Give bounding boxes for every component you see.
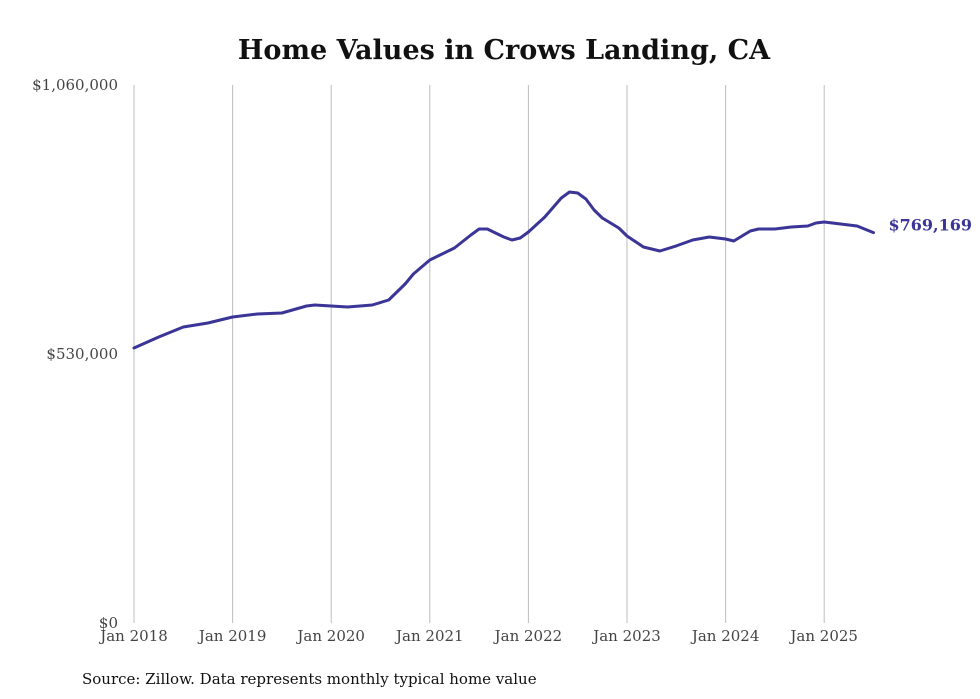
x-tick-label: Jan 2024 — [690, 627, 760, 645]
y-tick-label: $1,060,000 — [32, 76, 118, 94]
x-tick-label: Jan 2019 — [197, 627, 267, 645]
x-tick-label: Jan 2018 — [98, 627, 168, 645]
x-tick-label: Jan 2022 — [493, 627, 563, 645]
y-axis: $0 $530,000 $1,060,000 — [32, 76, 118, 632]
y-tick-label: $530,000 — [46, 345, 118, 363]
series-line — [132, 190, 875, 350]
x-tick-label: Jan 2023 — [591, 627, 661, 645]
end-value-label: $769,169 — [889, 216, 973, 235]
x-axis: Jan 2018 Jan 2019 Jan 2020 Jan 2021 Jan 2022… — [98, 627, 858, 645]
gridlines — [133, 85, 825, 623]
chart-title: Home Values in Crows Landing, CA — [238, 35, 771, 66]
y-tick-label: $0 — [99, 614, 118, 632]
source-note: Source: Zillow. Data represents monthly … — [82, 670, 537, 688]
x-tick-label: Jan 2020 — [295, 627, 365, 645]
x-tick-label: Jan 2021 — [394, 627, 464, 645]
x-tick-label: Jan 2025 — [788, 627, 858, 645]
